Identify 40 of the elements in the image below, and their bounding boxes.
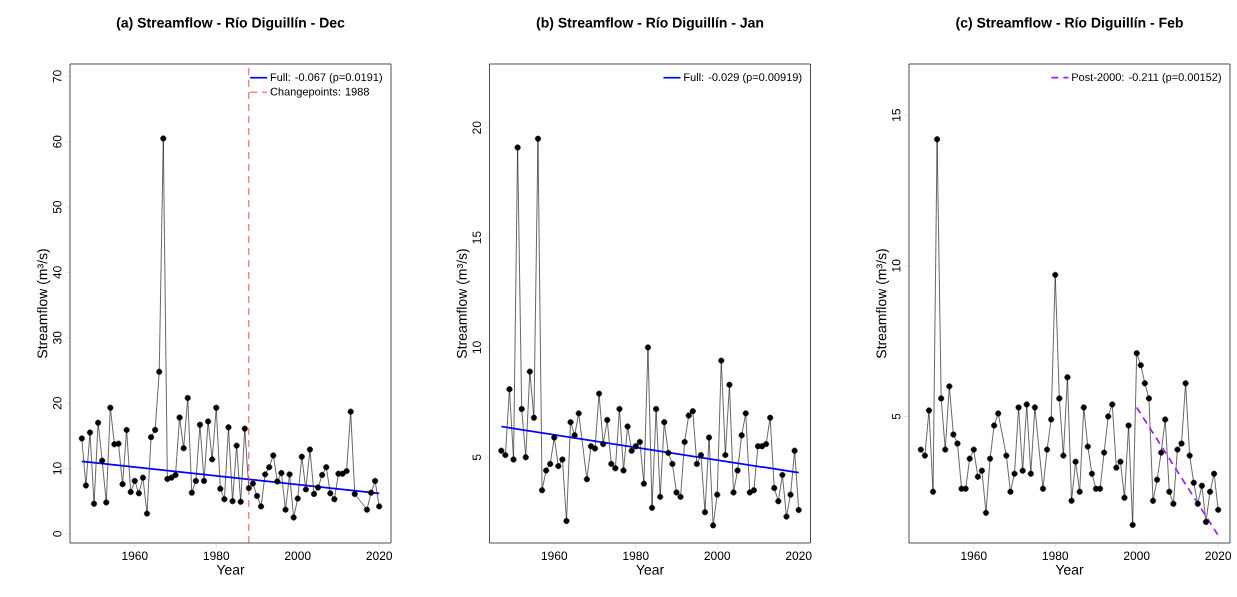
legend-label: Post-2000: -0.211 (p=0.00152) xyxy=(1072,72,1221,84)
x-axis-title: Year xyxy=(216,564,245,575)
x-tick-label: 2000 xyxy=(1123,551,1150,561)
y-tick-label: 70 xyxy=(52,70,62,83)
x-axis-title: Year xyxy=(1055,564,1084,575)
x-tick-label: 1980 xyxy=(623,551,649,561)
y-tick-label: 5 xyxy=(472,454,481,461)
y-tick-label: 20 xyxy=(472,121,481,134)
y-tick-label: 0 xyxy=(52,530,62,537)
y-axis-title: Streamflow (m³/s) xyxy=(456,249,470,359)
y-tick-label: 10 xyxy=(52,462,62,475)
x-tick-label: 2020 xyxy=(366,551,393,561)
x-tick-label: 1960 xyxy=(961,551,987,561)
y-tick-label: 5 xyxy=(892,413,901,420)
x-tick-label: 2000 xyxy=(704,551,731,561)
chart-title: (c) Streamflow - Río Diguillín - Feb xyxy=(956,17,1183,31)
chart-title: (a) Streamflow - Río Diguillín - Dec xyxy=(116,17,345,31)
y-axis-title: Streamflow (m³/s) xyxy=(37,249,51,359)
y-axis-title: Streamflow (m³/s) xyxy=(876,249,890,359)
y-tick-label: 15 xyxy=(892,109,901,121)
y-tick-label: 30 xyxy=(52,331,62,345)
x-axis-title: Year xyxy=(636,564,664,575)
x-tick-label: 1980 xyxy=(1042,551,1069,561)
y-tick-label: 15 xyxy=(472,231,481,244)
x-tick-label: 1980 xyxy=(203,551,230,561)
chart-title: (b) Streamflow - Río Diguillín - Jan xyxy=(536,17,764,31)
legend-label: Full: -0.067 (p=0.0191) xyxy=(270,72,382,84)
x-tick-label: 2020 xyxy=(785,551,812,561)
y-tick-label: 10 xyxy=(472,341,481,354)
x-tick-label: 1960 xyxy=(122,551,148,561)
x-tick-label: 2000 xyxy=(284,551,311,561)
x-tick-label: 1960 xyxy=(541,551,568,561)
y-tick-label: 50 xyxy=(52,200,62,214)
y-tick-label: 20 xyxy=(52,396,62,410)
y-tick-label: 40 xyxy=(52,266,62,279)
x-tick-label: 2020 xyxy=(1205,551,1232,561)
y-tick-label: 10 xyxy=(891,259,901,272)
ref-line-label: Changepoints: 1988 xyxy=(270,87,369,98)
legend-label: Full: -0.029 (p=0.00919) xyxy=(684,72,802,84)
y-tick-label: 60 xyxy=(52,135,62,148)
